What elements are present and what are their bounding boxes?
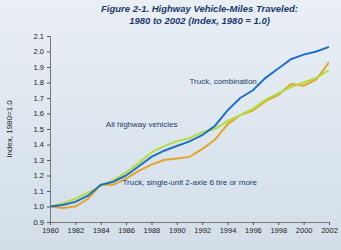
x-tick-label: 1992 (194, 226, 211, 235)
y-tick-label: 1.4 (34, 140, 44, 149)
x-tick-mark (304, 222, 305, 225)
x-tick: 1996 (245, 222, 262, 235)
x-axis: 1980 1982 1984 1986 1988 1990 1992 1994 1996 1998… (42, 222, 338, 235)
x-tick-mark (278, 222, 279, 225)
y-tick: 1.5 (34, 125, 50, 134)
y-tick-label: 1.2 (34, 171, 44, 180)
x-tick: 1982 (68, 222, 85, 235)
x-axis-line (51, 223, 330, 226)
x-tick-label: 1986 (118, 226, 135, 235)
y-tick: 1.1 (34, 187, 50, 196)
y-tick-label: 2.1 (34, 32, 44, 41)
x-tick: 1994 (220, 222, 237, 235)
y-tick: 1.6 (34, 109, 50, 118)
y-tick-mark (47, 160, 50, 161)
y-tick: 1.3 (34, 156, 50, 165)
x-tick-label: 1980 (42, 226, 59, 235)
background (0, 0, 341, 250)
y-tick-mark (47, 191, 50, 192)
y-tick: 1.8 (34, 78, 50, 87)
subtitle: 1980 to 2002 (Index, 1980 = 1.0) (129, 15, 270, 26)
x-tick-mark (151, 222, 152, 225)
x-tick: 2002 (321, 222, 338, 235)
y-tick: 1.9 (34, 63, 50, 72)
y-tick: 1.7 (34, 94, 50, 103)
y-tick-mark (47, 145, 50, 146)
x-tick-mark (126, 222, 127, 225)
y-tick-label: 1.9 (34, 63, 44, 72)
x-tick-label: 1982 (68, 226, 85, 235)
x-tick-mark (329, 222, 330, 225)
y-axis: 0.9 1.0 1.1 1.2 1.3 1.4 1.5 1.6 1.7 1.8 1.9 2.0 2.1 (34, 32, 51, 227)
plot-area (50, 47, 329, 208)
y-tick-label: 0.9 (34, 218, 44, 227)
y-tick: 2.1 (34, 32, 50, 41)
x-tick-label: 1988 (144, 226, 161, 235)
series-label: All highway vehicles (106, 120, 178, 129)
y-tick-mark (47, 83, 50, 84)
y-tick-mark (47, 222, 50, 223)
y-tick-mark (47, 67, 50, 68)
x-tick: 2000 (296, 222, 313, 235)
y-tick-mark (47, 36, 50, 37)
y-tick-label: 1.6 (34, 109, 44, 118)
x-tick-label: 2002 (321, 226, 338, 235)
y-tick-label: 1.7 (34, 94, 44, 103)
x-tick-label: 1990 (169, 226, 186, 235)
chart: Figure 2-1. Highway Vehicle-Miles Travel… (0, 0, 341, 250)
series-line (50, 47, 329, 207)
x-tick: 1984 (93, 222, 110, 235)
series-label: Truck, combination (190, 77, 257, 86)
y-tick-mark (47, 176, 50, 177)
y-tick-label: 1.5 (34, 125, 44, 134)
x-tick-label: 2000 (296, 226, 313, 235)
x-tick: 1992 (194, 222, 211, 235)
x-tick-mark (75, 222, 76, 225)
x-tick-mark (101, 222, 102, 225)
y-tick-label: 1.1 (34, 187, 44, 196)
x-tick: 1998 (270, 222, 287, 235)
x-tick-label: 1994 (220, 226, 237, 235)
y-tick: 2.0 (34, 47, 50, 56)
x-tick: 1990 (169, 222, 186, 235)
y-tick-label: 2.0 (34, 47, 44, 56)
y-axis-line (47, 37, 51, 223)
y-tick: 1.0 (34, 202, 50, 211)
y-tick: 1.2 (34, 171, 50, 180)
x-tick-label: 1998 (270, 226, 287, 235)
x-tick: 1986 (118, 222, 135, 235)
series-line (50, 70, 329, 206)
y-axis-title: Index, 1980=1.0 (5, 100, 14, 158)
x-tick-mark (177, 222, 178, 225)
y-tick-mark (47, 114, 50, 115)
x-tick: 1988 (144, 222, 161, 235)
y-tick-mark (47, 98, 50, 99)
series-line (50, 62, 329, 208)
y-tick-mark (47, 52, 50, 53)
x-tick-label: 1984 (93, 226, 110, 235)
series-label: Truck, single-unit 2-axle 6 tire or more (123, 178, 258, 187)
y-tick-label: 1.8 (34, 78, 44, 87)
x-tick-label: 1996 (245, 226, 262, 235)
y-tick: 1.4 (34, 140, 50, 149)
title: Figure 2-1. Highway Vehicle-Miles Travel… (101, 3, 298, 14)
x-tick: 1980 (42, 222, 59, 235)
y-tick-mark (47, 129, 50, 130)
x-tick-mark (202, 222, 203, 225)
y-tick: 0.9 (34, 218, 50, 227)
x-tick-mark (253, 222, 254, 225)
y-tick-mark (47, 207, 50, 208)
y-tick-label: 1.3 (34, 156, 44, 165)
y-tick-label: 1.0 (34, 202, 44, 211)
x-tick-mark (228, 222, 229, 225)
